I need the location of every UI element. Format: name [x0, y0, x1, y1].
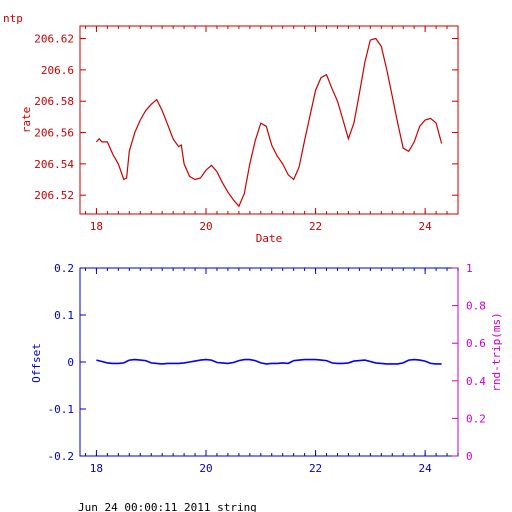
y-tick-label: 0.2	[54, 262, 74, 275]
rtt-tick-label: 0.6	[466, 337, 486, 350]
x-tick-label: 24	[419, 220, 433, 233]
y-tick-label: 206.54	[34, 158, 74, 171]
y-tick-label: -0.2	[48, 450, 75, 463]
rtt-tick-label: 0.4	[466, 375, 486, 388]
rate-series-line	[95, 37, 443, 208]
rtt-tick-label: 0	[466, 450, 473, 463]
rate-plot-frame	[79, 25, 459, 215]
x-tick-label: 20	[199, 220, 212, 233]
y-tick-label: 206.56	[34, 127, 74, 140]
rate-x-axis-label: Date	[256, 232, 283, 245]
y-tick-label: 0	[67, 356, 74, 369]
rate-y-axis-label: rate	[20, 107, 33, 134]
rtt-tick-label: 1	[466, 262, 473, 275]
rtt-tick-label: 0.8	[466, 300, 486, 313]
y-tick-label: 206.58	[34, 95, 74, 108]
x-tick-label: 22	[309, 220, 322, 233]
x-tick-label: 18	[90, 220, 103, 233]
y-tick-label: 206.52	[34, 189, 74, 202]
rtt-y-axis-label: rnd-trip(ms)	[490, 312, 503, 391]
offset-plot-frame	[79, 267, 459, 457]
y-tick-label: 0.1	[54, 309, 74, 322]
footer-timestamp: Jun 24 00:00:11 2011 string	[78, 501, 257, 512]
offset-series-line	[96, 358, 442, 365]
x-tick-label: 22	[309, 462, 322, 475]
x-tick-label: 24	[419, 462, 433, 475]
header-label: ntp	[3, 12, 23, 25]
rtt-tick-label: 0.2	[466, 412, 486, 425]
offset-y-axis-label: Offset	[30, 343, 43, 383]
y-tick-label: 206.62	[34, 33, 74, 46]
offset-chart: 18 20 22 24 -0.2 -0.1 0 0.1 0.2 0 0.2 0.4 0.6 0.8 1 Of…	[30, 262, 503, 475]
y-tick-label: 206.6	[41, 64, 74, 77]
y-tick-label: -0.1	[48, 403, 75, 416]
rate-chart: 18 20 22 24 206.52 206.54 206.56 206.58 206.6 206…	[20, 25, 459, 245]
x-tick-label: 18	[90, 462, 103, 475]
x-tick-label: 20	[199, 462, 212, 475]
